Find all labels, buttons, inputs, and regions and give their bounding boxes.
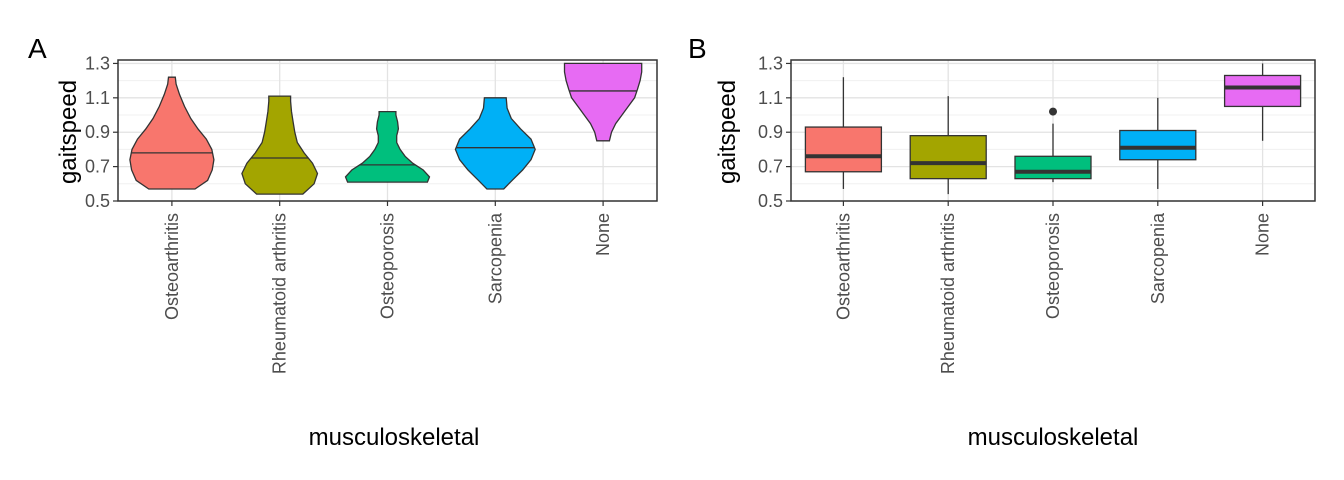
panel-b-x-tick-label-none: None — [1253, 213, 1273, 256]
panel-b-box-sarcopenia — [1119, 129, 1197, 161]
panel-b-x-axis-label: musculoskeletal — [968, 424, 1139, 451]
panel-a-violin-plot: A 0.5 0.7 0.9 1.1 1.3 Osteoarthritis Rheumato… — [28, 33, 658, 451]
panel-a-violin-osteoporosis — [344, 110, 431, 183]
panel-a-y-tick-label: 1.1 — [85, 88, 110, 108]
panel-b-x-tick-label-rheumatoid-arthritis: Rheumatoid arthritis — [938, 213, 958, 374]
panel-b-y-axis-label: gaitspeed — [714, 80, 741, 184]
panel-a-violin-rheumatoid-arthritis — [241, 95, 319, 195]
panel-b-x-tick-label-osteoarthritis: Osteoarthritis — [833, 213, 853, 320]
panel-a-violin-none — [563, 62, 643, 142]
panel-a-y-tick-label: 0.7 — [85, 157, 110, 177]
panel-a-violins — [129, 62, 643, 195]
panel-b-x-ticks: Osteoarthritis Rheumatoid arthritis Osteop… — [833, 201, 1273, 374]
panel-b-box-osteoporosis — [1014, 155, 1092, 180]
panel-b-box-osteoarthritis — [804, 126, 883, 173]
panel-b-x-tick-label-osteoporosis: Osteoporosis — [1043, 213, 1063, 319]
panel-b-box-none — [1223, 74, 1302, 108]
panel-a-x-tick-label-sarcopenia: Sarcopenia — [485, 212, 505, 304]
panel-a-x-tick-label-none: None — [593, 213, 613, 256]
panel-a-x-axis-label: musculoskeletal — [309, 424, 480, 451]
panel-b-y-tick-label: 1.3 — [758, 53, 783, 73]
panel-a-violin-osteoarthritis — [129, 76, 215, 190]
panel-a-x-ticks: Osteoarthritis Rheumatoid arthritis Osteop… — [162, 201, 613, 374]
panel-a-y-tick-label: 0.5 — [85, 191, 110, 211]
panel-a-y-tick-label: 1.3 — [85, 53, 110, 73]
panel-a-x-tick-label-osteoporosis: Osteoporosis — [378, 213, 398, 319]
panel-tag-b: B — [688, 33, 707, 64]
panel-b-y-ticks: 0.5 0.7 0.9 1.1 1.3 — [758, 53, 791, 211]
panel-b-box-rheumatoid-arthritis — [909, 135, 987, 180]
panel-b-y-tick-label: 0.9 — [758, 122, 783, 142]
panel-a-violin-sarcopenia — [454, 97, 536, 190]
panel-b-outlier-osteoporosis — [1049, 107, 1057, 116]
panel-b-y-tick-label: 1.1 — [758, 88, 783, 108]
panel-tag-a: A — [28, 33, 47, 64]
panel-b-box-plot: B 0.5 0.7 0.9 1.1 1.3 Osteoarthritis Rheumato… — [688, 33, 1316, 451]
panel-a-x-tick-label-osteoarthritis: Osteoarthritis — [162, 213, 182, 320]
panel-a-y-tick-label: 0.9 — [85, 122, 110, 142]
panel-b-x-tick-label-sarcopenia: Sarcopenia — [1148, 212, 1168, 304]
panel-b-y-tick-label: 0.7 — [758, 157, 783, 177]
panel-b-boxes — [804, 63, 1302, 195]
panel-a-y-axis-label: gaitspeed — [55, 80, 82, 184]
panel-b-y-tick-label: 0.5 — [758, 191, 783, 211]
panel-a-y-ticks: 0.5 0.7 0.9 1.1 1.3 — [85, 53, 118, 211]
panel-a-x-tick-label-rheumatoid-arthritis: Rheumatoid arthritis — [270, 213, 290, 374]
